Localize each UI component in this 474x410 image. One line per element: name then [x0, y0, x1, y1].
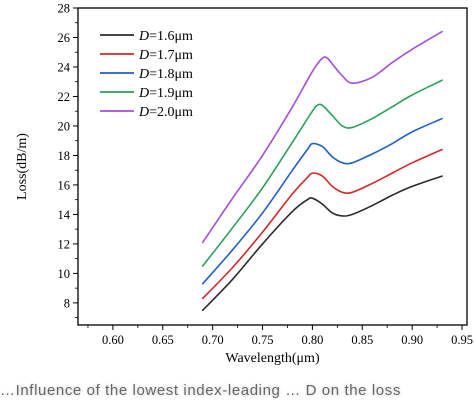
- y-tick-label: 28: [58, 2, 71, 16]
- x-tick-label: 0.75: [252, 333, 274, 347]
- y-tick-label: 20: [58, 119, 71, 133]
- legend-label-4: D=1.9μm: [138, 86, 193, 101]
- axis-titles: Wavelength(μm) Loss(dB/m): [15, 133, 320, 366]
- y-tick-label: 16: [58, 178, 71, 192]
- y-axis-title: Loss(dB/m): [15, 133, 30, 200]
- plot-frame: [77, 7, 468, 326]
- y-tick-label: 22: [58, 90, 71, 104]
- legend-label-1: D=1.6μm: [138, 29, 193, 44]
- y-tick-label: 10: [58, 267, 71, 281]
- series-lines: [201, 30, 443, 312]
- x-tick-label: 0.70: [202, 333, 224, 347]
- x-tick-label: 0.80: [301, 333, 323, 347]
- y-tick-label: 18: [58, 149, 71, 163]
- series-line-2: [201, 148, 443, 300]
- legend-label-3: D=1.8μm: [138, 67, 193, 82]
- x-tick-label: 0.85: [351, 333, 373, 347]
- x-tick-label: 0.65: [152, 333, 174, 347]
- y-tick-label: 26: [58, 31, 71, 45]
- x-tick-label: 0.60: [102, 333, 124, 347]
- series-line-3: [201, 117, 443, 285]
- y-tick-label: 24: [58, 60, 71, 74]
- y-tick-label: 8: [64, 296, 70, 310]
- x-tick-label: 0.95: [451, 333, 473, 347]
- series-line-1: [201, 175, 443, 312]
- figure-caption: …Influence of the lowest index-leading ……: [0, 382, 401, 399]
- y-tick-label: 14: [58, 208, 71, 222]
- legend-label-5: D=2.0μm: [138, 105, 193, 120]
- ticks: 0.60 0.65 0.70 0.75 0.80 0.85 0.90 0.95 8 10 12 14 1…: [58, 2, 473, 348]
- legend: D=1.6μm D=1.7μm D=1.8μm D=1.9μm D=2.0μm: [100, 29, 193, 120]
- y-tick-label: 12: [58, 237, 71, 251]
- series-line-4: [201, 79, 443, 267]
- series-line-5: [201, 30, 443, 244]
- x-axis-title: Wavelength(μm): [225, 351, 320, 366]
- x-tick-label: 0.90: [401, 333, 423, 347]
- legend-label-2: D=1.7μm: [138, 48, 193, 63]
- axes: [77, 7, 468, 326]
